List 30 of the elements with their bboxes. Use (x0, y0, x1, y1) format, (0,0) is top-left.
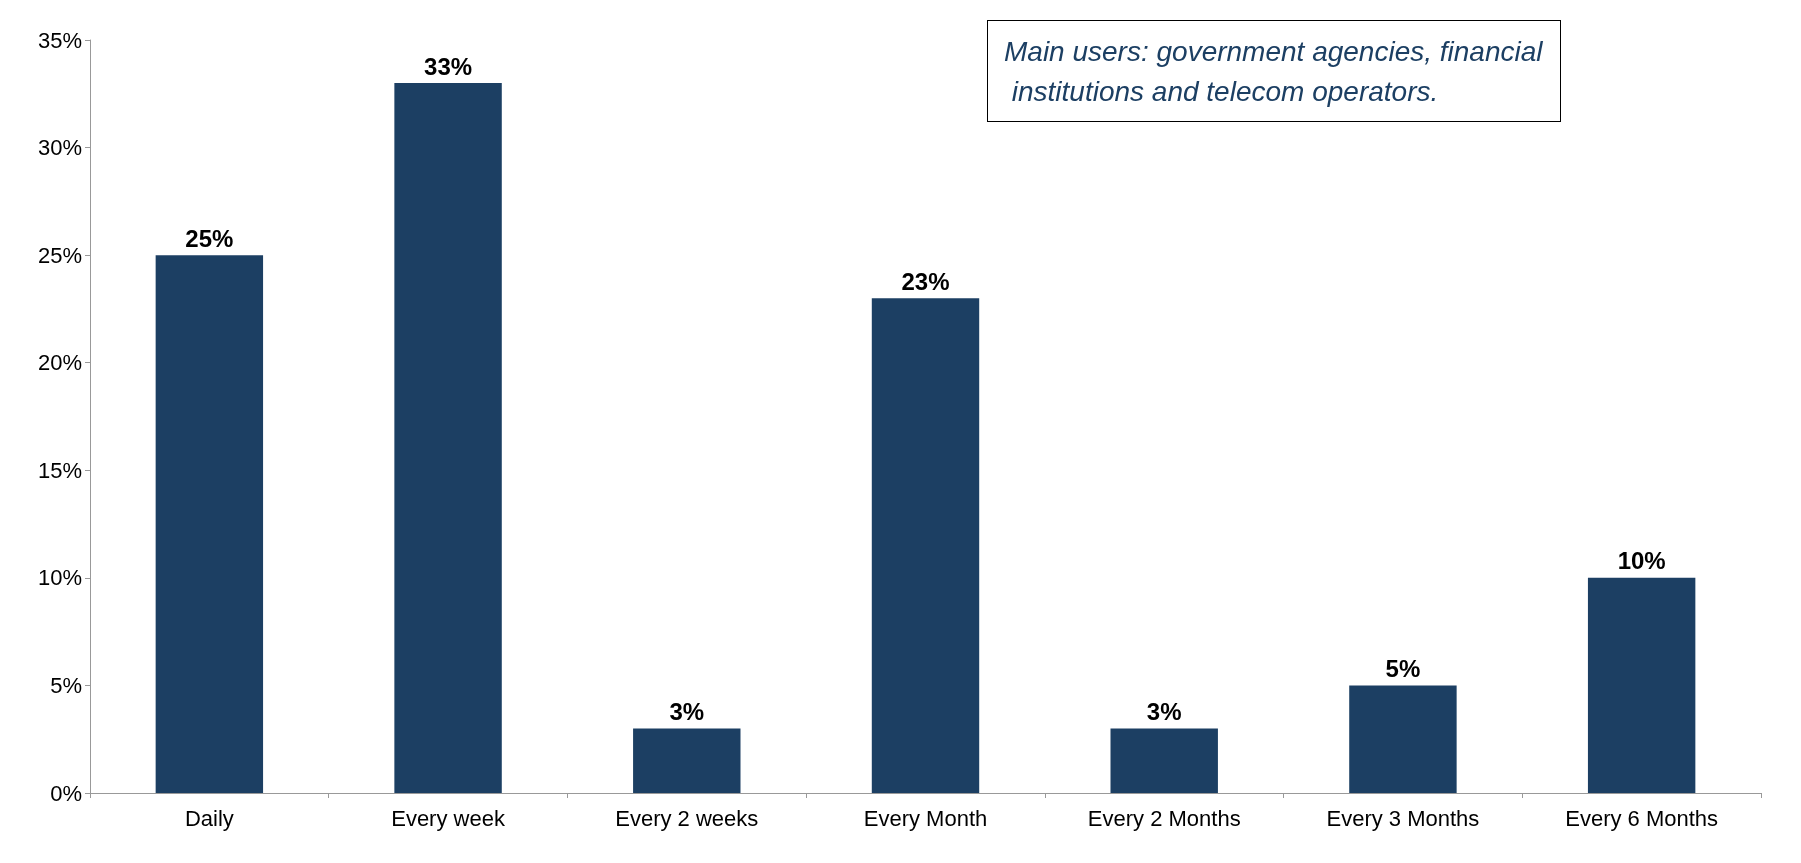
data-label: 23% (901, 267, 950, 295)
data-label: 33% (424, 52, 473, 80)
bar (633, 728, 741, 793)
y-tick-label: 30% (37, 135, 82, 161)
bar (155, 255, 264, 793)
y-tick-label: 25% (37, 242, 82, 268)
bar (1349, 685, 1457, 793)
x-tick-label: Every Month (863, 805, 988, 831)
x-tick-label: Daily (184, 805, 234, 831)
y-tick-label: 15% (37, 457, 82, 483)
bar (394, 83, 502, 793)
data-label: 25% (185, 224, 234, 252)
x-tick-label: Every 6 Months (1565, 805, 1719, 831)
bar (871, 298, 980, 793)
y-tick-label: 0% (50, 780, 82, 806)
data-label: 3% (1146, 697, 1182, 725)
x-tick-label: Every 3 Months (1326, 805, 1480, 831)
y-tick-label: 20% (37, 350, 82, 376)
bar (1587, 577, 1696, 793)
x-tick-label: Every 2 Months (1087, 805, 1241, 831)
data-label: 5% (1385, 654, 1421, 682)
data-label: 3% (669, 697, 705, 725)
y-tick-label: 5% (50, 672, 82, 698)
bar (1110, 728, 1218, 793)
y-tick-label: 10% (37, 565, 82, 591)
x-tick-label: Every 2 weeks (615, 805, 759, 831)
annotation: Main users: government agencies, financial institutions and telecom operators. (1004, 35, 1544, 107)
data-label: 10% (1617, 547, 1666, 575)
x-tick-label: Every week (391, 805, 506, 831)
y-tick-label: 35% (37, 27, 82, 53)
